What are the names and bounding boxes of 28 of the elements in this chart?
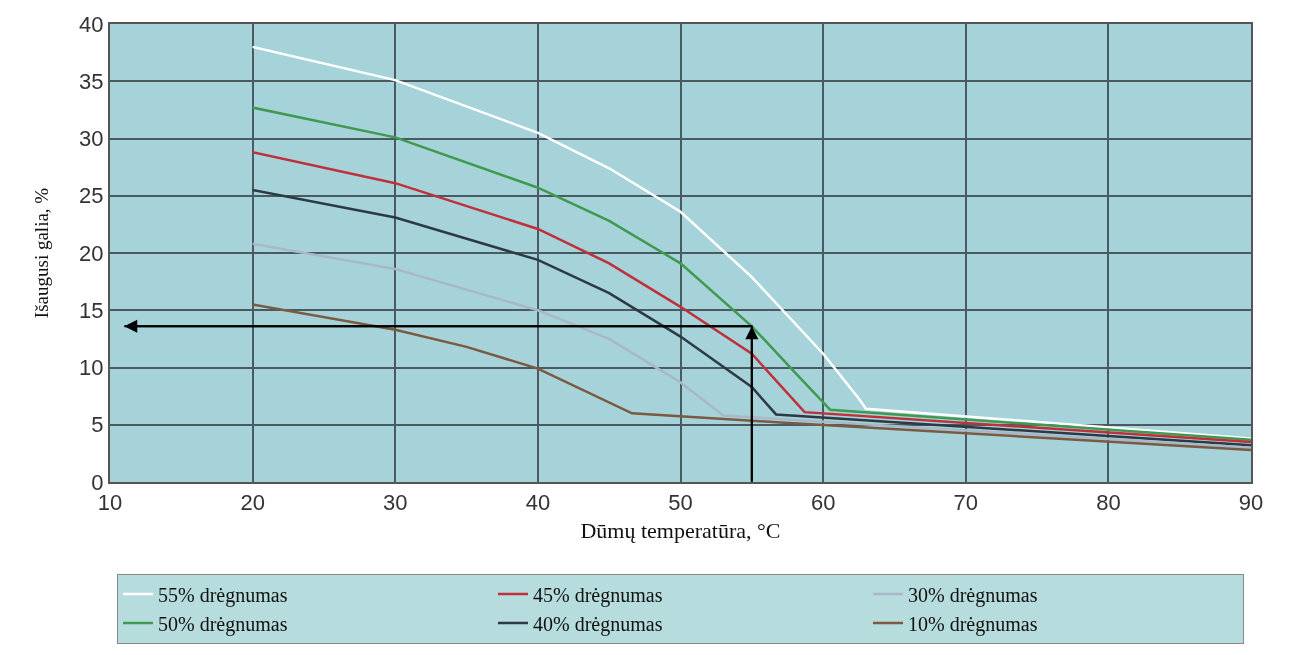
x-tick-label: 70 [953, 490, 978, 516]
legend-label: 55% drėgnumas [158, 583, 288, 607]
line-series [251, 303, 1251, 452]
y-tick-label: 5 [91, 412, 104, 438]
y-tick-label: 35 [79, 68, 104, 94]
x-tick-label: 80 [1096, 490, 1121, 516]
legend-label: 50% drėgnumas [158, 612, 288, 636]
line-series [251, 242, 1251, 449]
x-axis-title: Dūmų temperatūra, °C [580, 517, 781, 543]
x-tick-label: 90 [1238, 490, 1264, 516]
y-tick-label: 25 [79, 183, 104, 209]
x-tick-label: 50 [668, 490, 693, 516]
x-tick-label: 20 [240, 490, 265, 516]
y-tick-label: 30 [79, 126, 104, 152]
legend-label: 30% drėgnumas [908, 583, 1038, 607]
x-tick-label: 30 [383, 490, 408, 516]
y-axis-title: Išaugusi galia, % [31, 187, 53, 319]
y-tick-label: 10 [79, 355, 104, 381]
legend-label: 10% drėgnumas [908, 612, 1038, 636]
x-tick-label: 40 [525, 490, 551, 516]
legend-label: 40% drėgnumas [533, 612, 663, 636]
y-tick-label: 0 [91, 469, 104, 495]
legend-label: 45% drėgnumas [533, 583, 663, 607]
y-tick-label: 40 [79, 11, 104, 37]
y-tick-label: 20 [79, 240, 104, 266]
x-tick-label: 60 [810, 490, 836, 516]
y-tick-label: 15 [79, 297, 104, 323]
line-series [251, 45, 1251, 440]
